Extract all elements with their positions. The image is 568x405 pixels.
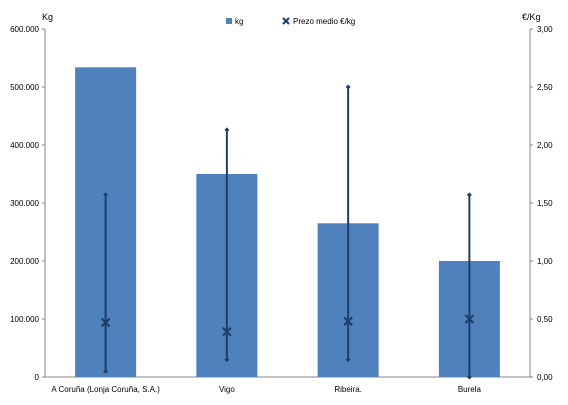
y2-tick-label: 2,50 [537,83,553,92]
x-tick-label: A Coruña (Lonja Coruña, S.A.) [51,385,160,394]
y-tick-label: 400.000 [10,141,39,150]
y2-tick-label: 3,00 [537,25,553,34]
x-tick-label: Ribeira. [334,385,362,394]
price-marker [100,317,111,328]
y-tick-label: 600.000 [10,25,39,34]
price-range-end [103,368,109,374]
x-tick-label: Burela [458,385,482,394]
price-ranges [103,84,472,380]
y2-axis-ticks: 0,00 0,50 1,00 1,50 2,00 2,50 3,00 [530,25,553,382]
legend-label-kg: kg [235,17,243,26]
y2-tick-label: 0,50 [537,315,553,324]
y-tick-label: 500.000 [10,83,39,92]
price-markers [100,314,475,337]
price-marker [222,326,232,337]
y-axis-title: Kg [42,12,53,22]
price-range-end [103,192,109,198]
y-axis-ticks: 0 100.000 200.000 300.000 400.000 500.000 600.… [10,25,45,382]
price-range-end [466,374,472,380]
y2-axis-title: €/Kg [522,12,541,22]
price-range-end [224,127,230,133]
y2-tick-label: 0,00 [537,373,553,382]
y-tick-label: 100.000 [10,315,39,324]
y2-tick-label: 2,00 [537,141,553,150]
y2-tick-label: 1,50 [537,199,553,208]
price-range-end [345,357,351,363]
price-range-end [224,357,230,363]
legend-swatch-kg [226,18,232,24]
legend-label-price: Prezo medio €/kg [293,17,355,26]
y-tick-label: 300.000 [10,199,39,208]
bars [75,67,500,377]
price-range-end [466,192,472,198]
legend: kg Prezo medio €/kg [226,17,355,26]
x-tick-label: Vigo [219,385,235,394]
price-marker [464,314,475,324]
legend-swatch-price [282,17,290,25]
x-axis-labels: A Coruña (Lonja Coruña, S.A.) Vigo Ribeira… [51,385,481,394]
y-tick-label: 0 [35,373,40,382]
y-tick-label: 200.000 [10,257,39,266]
y2-tick-label: 1,00 [537,257,553,266]
price-range-end [345,84,351,90]
price-marker [343,316,353,327]
